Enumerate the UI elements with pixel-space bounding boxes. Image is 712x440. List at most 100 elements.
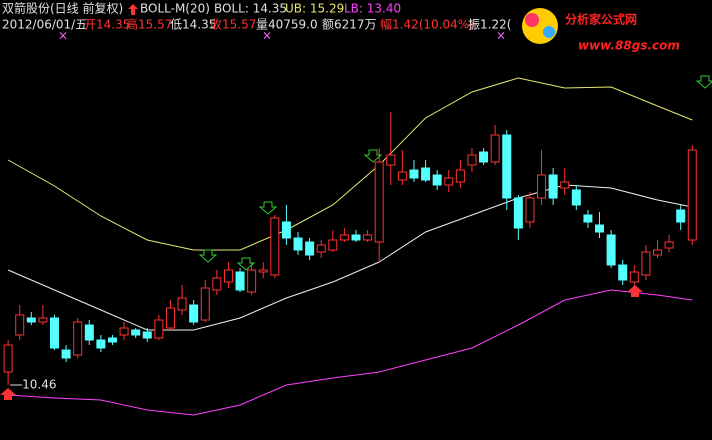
candle-body (595, 224, 605, 233)
watermark-title: 分析家公式网 (565, 12, 637, 27)
header-item: LB: 13.40 (344, 2, 401, 16)
low-label: 10.46 (22, 378, 56, 392)
candle-body (560, 181, 570, 189)
candle-body (676, 209, 686, 223)
candle-body (490, 134, 500, 163)
candle-body (61, 349, 71, 359)
candle-body (96, 339, 106, 349)
header-item: 幅1.42(10.04%) (380, 17, 474, 32)
sell-arrow (258, 201, 278, 215)
candle-body (293, 237, 303, 251)
candle-body (270, 217, 280, 276)
candle-body (618, 264, 628, 281)
candle-body (397, 171, 407, 181)
candle-body (548, 174, 558, 199)
candle-body (119, 327, 129, 336)
candle-body (374, 161, 384, 243)
header-item: 双箭股份(日线 前复权) (2, 1, 123, 16)
watermark-url: www.88gs.com (578, 39, 680, 53)
watermark: 分析家公式网 www.88gs.com (522, 8, 680, 53)
buy-arrow (0, 388, 16, 400)
candle-body (409, 169, 419, 179)
candle-body (281, 221, 291, 239)
sell-arrow (695, 75, 712, 89)
candle-body (328, 239, 338, 251)
candle-body (73, 321, 83, 356)
candle-body (316, 244, 326, 253)
candle-body (339, 234, 349, 241)
header-item: BOLL: 14.35 (214, 2, 287, 16)
header-item: 收15.57 (210, 18, 256, 32)
marker: × (262, 29, 272, 43)
candle-body (165, 307, 175, 329)
candle-body (363, 234, 373, 241)
logo (543, 26, 555, 38)
candle-body (200, 287, 210, 321)
candle-body (571, 189, 581, 206)
candle-body (583, 214, 593, 223)
candle-body (652, 249, 662, 256)
candle-body (38, 317, 48, 323)
candle-body (629, 271, 639, 283)
candle-body (26, 317, 36, 323)
bollinger-band (7, 77, 693, 251)
marker: × (58, 29, 68, 43)
candle-body (537, 174, 547, 199)
candle-body (177, 297, 187, 311)
candle-body (687, 149, 697, 241)
logo (525, 13, 539, 27)
header-item: 量40759.0 (256, 18, 318, 32)
sell-arrow (363, 149, 383, 163)
candle-body (154, 319, 164, 339)
candle-body (455, 169, 465, 183)
candle-body (189, 304, 199, 323)
header-item: 2012/06/01/五 (2, 18, 87, 32)
sell-arrow (198, 249, 218, 263)
candle-body (351, 234, 361, 241)
candle-body (386, 154, 396, 166)
candle-body (421, 167, 431, 181)
candle-body (223, 269, 233, 283)
candle-body (84, 324, 94, 341)
candle-body (131, 329, 141, 336)
candle-body (258, 269, 268, 273)
candle-body (235, 271, 245, 291)
plot: 10.46 (3, 77, 697, 416)
candle-body (664, 241, 674, 249)
candle-body (212, 277, 222, 291)
header-item: BOLL-M(20) (140, 2, 210, 16)
candle-body (142, 331, 152, 339)
candle-body (444, 177, 454, 186)
candle-body (606, 234, 616, 266)
header-item: UB: 15.29 (285, 2, 344, 16)
candle-body (305, 241, 315, 256)
candle-body (479, 151, 489, 163)
logo (522, 8, 558, 44)
candle-body (15, 314, 25, 336)
candle-body (247, 269, 257, 293)
header-item: 高15.57 (126, 17, 172, 32)
header-arrow (128, 4, 138, 15)
header-item: 低14.35 (170, 18, 216, 32)
candle-body (3, 344, 13, 373)
header-item: 额6217万 (322, 18, 377, 32)
candle-body (432, 174, 442, 186)
signal-arrows: × × × (0, 4, 712, 400)
candle-body (467, 154, 477, 166)
sell-arrow (236, 257, 256, 271)
header-item: 振1.22( (468, 18, 511, 32)
candle-body (50, 317, 60, 349)
candle-body (107, 337, 117, 343)
buy-arrow (627, 285, 643, 297)
candle-body (525, 197, 535, 223)
candle-body (502, 134, 512, 199)
bollinger-band (8, 289, 693, 416)
candle-body (641, 251, 651, 276)
marker: × (496, 29, 506, 43)
header-item: 开14.35 (84, 18, 130, 32)
bollinger-band (7, 184, 693, 331)
